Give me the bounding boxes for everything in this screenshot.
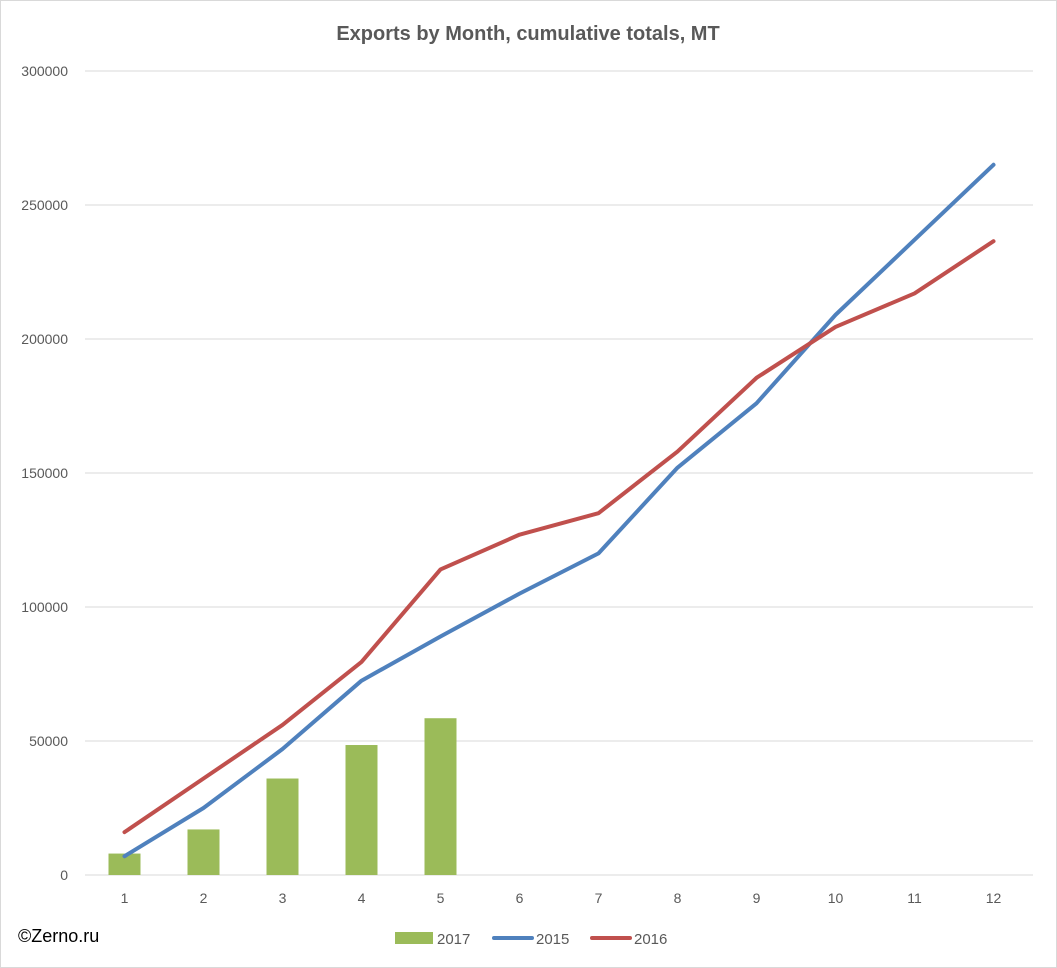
bar-2017 [266,778,299,875]
y-tick-label: 50000 [29,733,68,749]
x-tick-label: 5 [437,890,445,906]
line-series-2016 [122,239,996,835]
x-tick-label: 8 [674,890,682,906]
x-tick-label: 7 [595,890,603,906]
x-tick-label: 11 [907,890,922,906]
x-tick-label: 3 [279,890,287,906]
bar-2017 [108,853,141,875]
line-series-2015 [122,162,996,859]
x-tick-label: 2 [200,890,208,906]
x-tick-label: 4 [358,890,366,906]
legend-label-2016: 2016 [634,931,667,948]
y-tick-label: 150000 [21,465,68,481]
y-tick-label: 100000 [21,599,68,615]
bar-2017 [424,718,457,875]
y-tick-label: 300000 [21,63,68,79]
x-tick-label: 6 [516,890,524,906]
x-tick-label: 10 [828,890,844,906]
y-tick-label: 200000 [21,331,68,347]
bar-2017 [345,745,378,875]
y-tick-label: 0 [60,867,68,883]
legend-label-2015: 2015 [536,931,569,948]
x-tick-label: 12 [986,890,1002,906]
bar-2017 [187,829,220,875]
chart-title: Exports by Month, cumulative totals, MT [336,23,719,45]
credit-text: ©Zerno.ru [18,926,100,946]
x-tick-label: 1 [121,890,129,906]
legend-label-2017: 2017 [437,931,470,948]
y-tick-label: 250000 [21,197,68,213]
x-tick-label: 9 [753,890,761,906]
legend-swatch-2017 [395,932,433,944]
